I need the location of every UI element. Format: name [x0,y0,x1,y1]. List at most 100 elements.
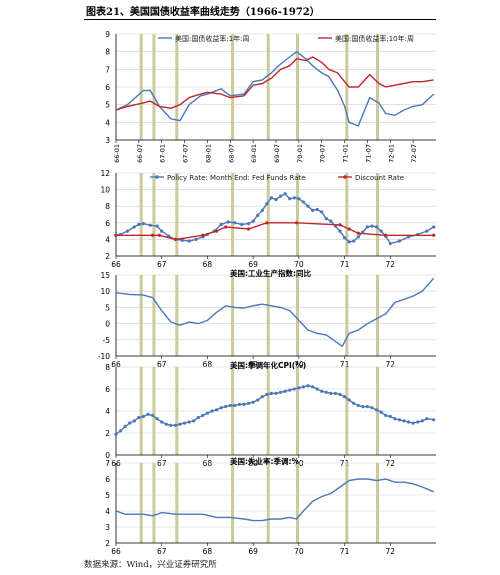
x-tick-label: 69-07 [273,144,281,163]
x-tick-label: 71 [340,260,350,269]
data-point [374,408,379,412]
highlight-band [152,173,156,256]
data-point [265,202,269,206]
data-point [256,398,260,402]
x-tick-label: 69 [248,260,258,269]
data-point [114,432,118,436]
data-point [205,411,210,415]
data-point [320,389,324,393]
x-tick-label: 68 [203,360,213,369]
data-point [379,229,383,233]
data-point [164,422,168,426]
highlight-band [175,463,179,543]
x-tick-label: 72 [386,260,396,269]
data-point [260,395,264,399]
y-tick-label: 2 [105,252,110,261]
y-tick-label: 2 [105,429,110,438]
data-point [125,229,130,233]
highlight-band [175,367,179,455]
x-tick-label: 70 [294,360,304,369]
y-tick-label: 7 [105,65,110,74]
highlight-band [375,275,379,356]
y-tick-label: 3 [105,136,110,145]
data-point [411,421,415,425]
data-point [187,239,191,243]
series-line-1 [115,277,435,347]
data-point [352,239,356,243]
data-point [201,413,205,417]
panel-3: -10 -5 0 5 10 15 66 67 68 69 70 71 72 美国:工业生产指数:同比 [98,268,436,369]
data-point [155,224,159,228]
data-point [420,419,424,423]
highlight-band [175,275,179,356]
x-tick-label: 70 [294,260,304,269]
x-tick-label: 72-07 [410,144,418,163]
legend-marker [155,175,159,179]
y-tick-label: 6 [105,219,110,228]
data-point [292,196,296,200]
y-tick-label: 10 [100,186,110,195]
data-point [246,227,251,231]
y-tick-label: 8 [105,202,110,211]
highlight-band [139,463,143,543]
x-tick-label: 72-01 [387,144,395,163]
data-point [384,233,388,237]
x-tick-label: 67 [157,547,167,556]
x-tick-label: 68 [203,547,213,556]
data-point [338,229,342,233]
data-point [160,420,164,424]
data-point [278,194,283,198]
data-point [146,412,150,416]
highlight-band [152,367,156,455]
legend-label: Discount Rate [355,174,404,182]
highlight-band [375,173,379,256]
data-point [192,419,196,423]
data-point [256,213,260,217]
data-point [379,410,383,414]
y-tick-label: 6 [105,385,110,394]
data-point [397,239,402,243]
y-tick-label: 8 [105,48,110,57]
data-point [297,197,301,201]
data-point [347,398,351,402]
x-tick-label: 68-07 [227,144,235,163]
highlight-band [231,173,235,256]
data-point [388,241,392,246]
data-point [416,420,420,424]
x-tick-label: 66-01 [113,144,121,163]
data-point [148,223,152,227]
data-point [356,231,360,235]
data-point [137,416,141,420]
y-tick-label: 3 [105,523,110,532]
data-point [352,401,356,405]
data-point [402,419,406,423]
series-line-1 [115,51,435,127]
data-point [338,392,342,397]
data-point [226,220,230,224]
data-point [370,406,374,410]
data-point [347,227,351,231]
data-point [306,384,310,388]
data-point [288,388,292,392]
series-line-2 [115,56,434,111]
highlight-band [295,367,299,455]
x-tick-label: 72 [386,360,396,369]
data-point [292,387,296,391]
data-point [214,229,219,233]
data-point [123,424,127,428]
data-point [141,414,146,419]
highlight-band [231,34,235,140]
data-point [294,221,299,225]
x-tick-label: 70-01 [296,144,304,163]
y-tick-label: 6 [105,475,110,484]
highlight-band [152,275,156,356]
series-line-1 [115,385,434,435]
legend-label: 美国:国债收益率:1年:周 [175,34,250,43]
data-point [301,385,306,389]
highlight-band [139,275,143,356]
data-point [118,429,123,433]
highlight-band [139,173,143,256]
data-point [210,409,214,413]
data-point [333,391,338,395]
data-point [315,207,319,212]
